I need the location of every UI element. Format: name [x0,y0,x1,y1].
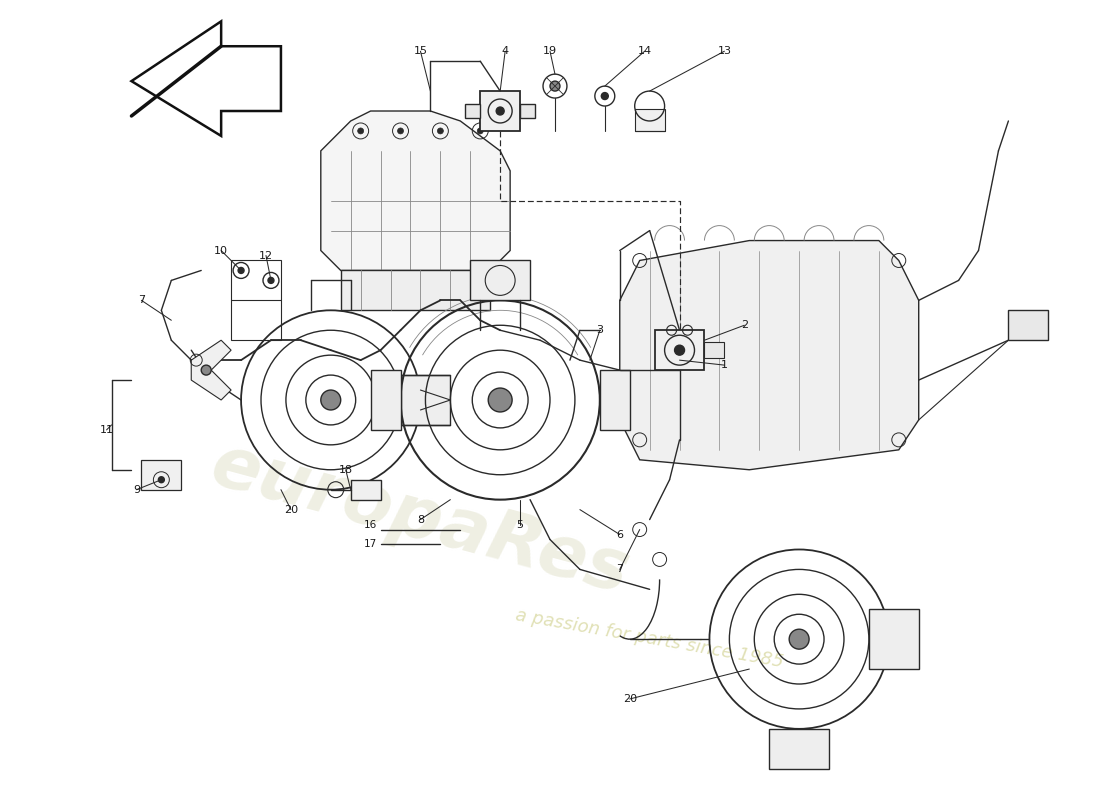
Text: 15: 15 [414,46,428,56]
Bar [635,109,664,131]
Bar [600,370,629,430]
Circle shape [550,81,560,91]
Text: 16: 16 [364,519,377,530]
Circle shape [602,93,608,99]
Text: 5: 5 [517,519,524,530]
Text: 9: 9 [133,485,140,494]
Bar [471,261,530,300]
Bar [142,460,182,490]
Bar [400,375,450,425]
Text: 17: 17 [364,539,377,550]
Circle shape [488,388,513,412]
Circle shape [358,128,364,134]
Text: 12: 12 [258,250,273,261]
Bar [481,91,520,131]
Text: 3: 3 [596,326,603,335]
Circle shape [397,128,404,134]
Text: 14: 14 [638,46,651,56]
Text: a passion for parts since 1985: a passion for parts since 1985 [514,606,785,672]
Circle shape [321,390,341,410]
Text: 19: 19 [543,46,557,56]
Circle shape [496,107,504,115]
Bar [371,370,400,430]
Text: 10: 10 [214,246,228,255]
Text: 7: 7 [616,565,624,574]
Bar [654,330,704,370]
Bar [1009,310,1048,340]
Circle shape [201,365,211,375]
Text: europaRes: europaRes [204,430,637,609]
Text: 11: 11 [99,425,113,435]
Text: 20: 20 [623,694,637,704]
Circle shape [238,267,244,274]
Bar [341,270,491,310]
Bar [520,104,535,118]
Circle shape [789,630,810,649]
Text: 6: 6 [616,530,624,539]
Bar [769,729,829,769]
Text: 7: 7 [138,295,145,306]
Bar [465,104,481,118]
Text: 20: 20 [284,505,298,514]
Circle shape [674,345,684,355]
Polygon shape [619,241,918,470]
Bar [869,610,918,669]
Bar [351,480,381,500]
Circle shape [438,128,443,134]
Polygon shape [321,111,510,270]
Text: 4: 4 [502,46,508,56]
Circle shape [158,477,164,482]
Circle shape [477,128,483,134]
Text: 2: 2 [740,320,748,330]
Text: 18: 18 [339,465,353,474]
Polygon shape [132,22,280,136]
Text: 1: 1 [720,360,728,370]
Circle shape [268,278,274,283]
Bar [704,342,725,358]
Text: 8: 8 [417,514,424,525]
Bar [231,261,280,340]
Text: 13: 13 [717,46,732,56]
Polygon shape [191,340,231,400]
